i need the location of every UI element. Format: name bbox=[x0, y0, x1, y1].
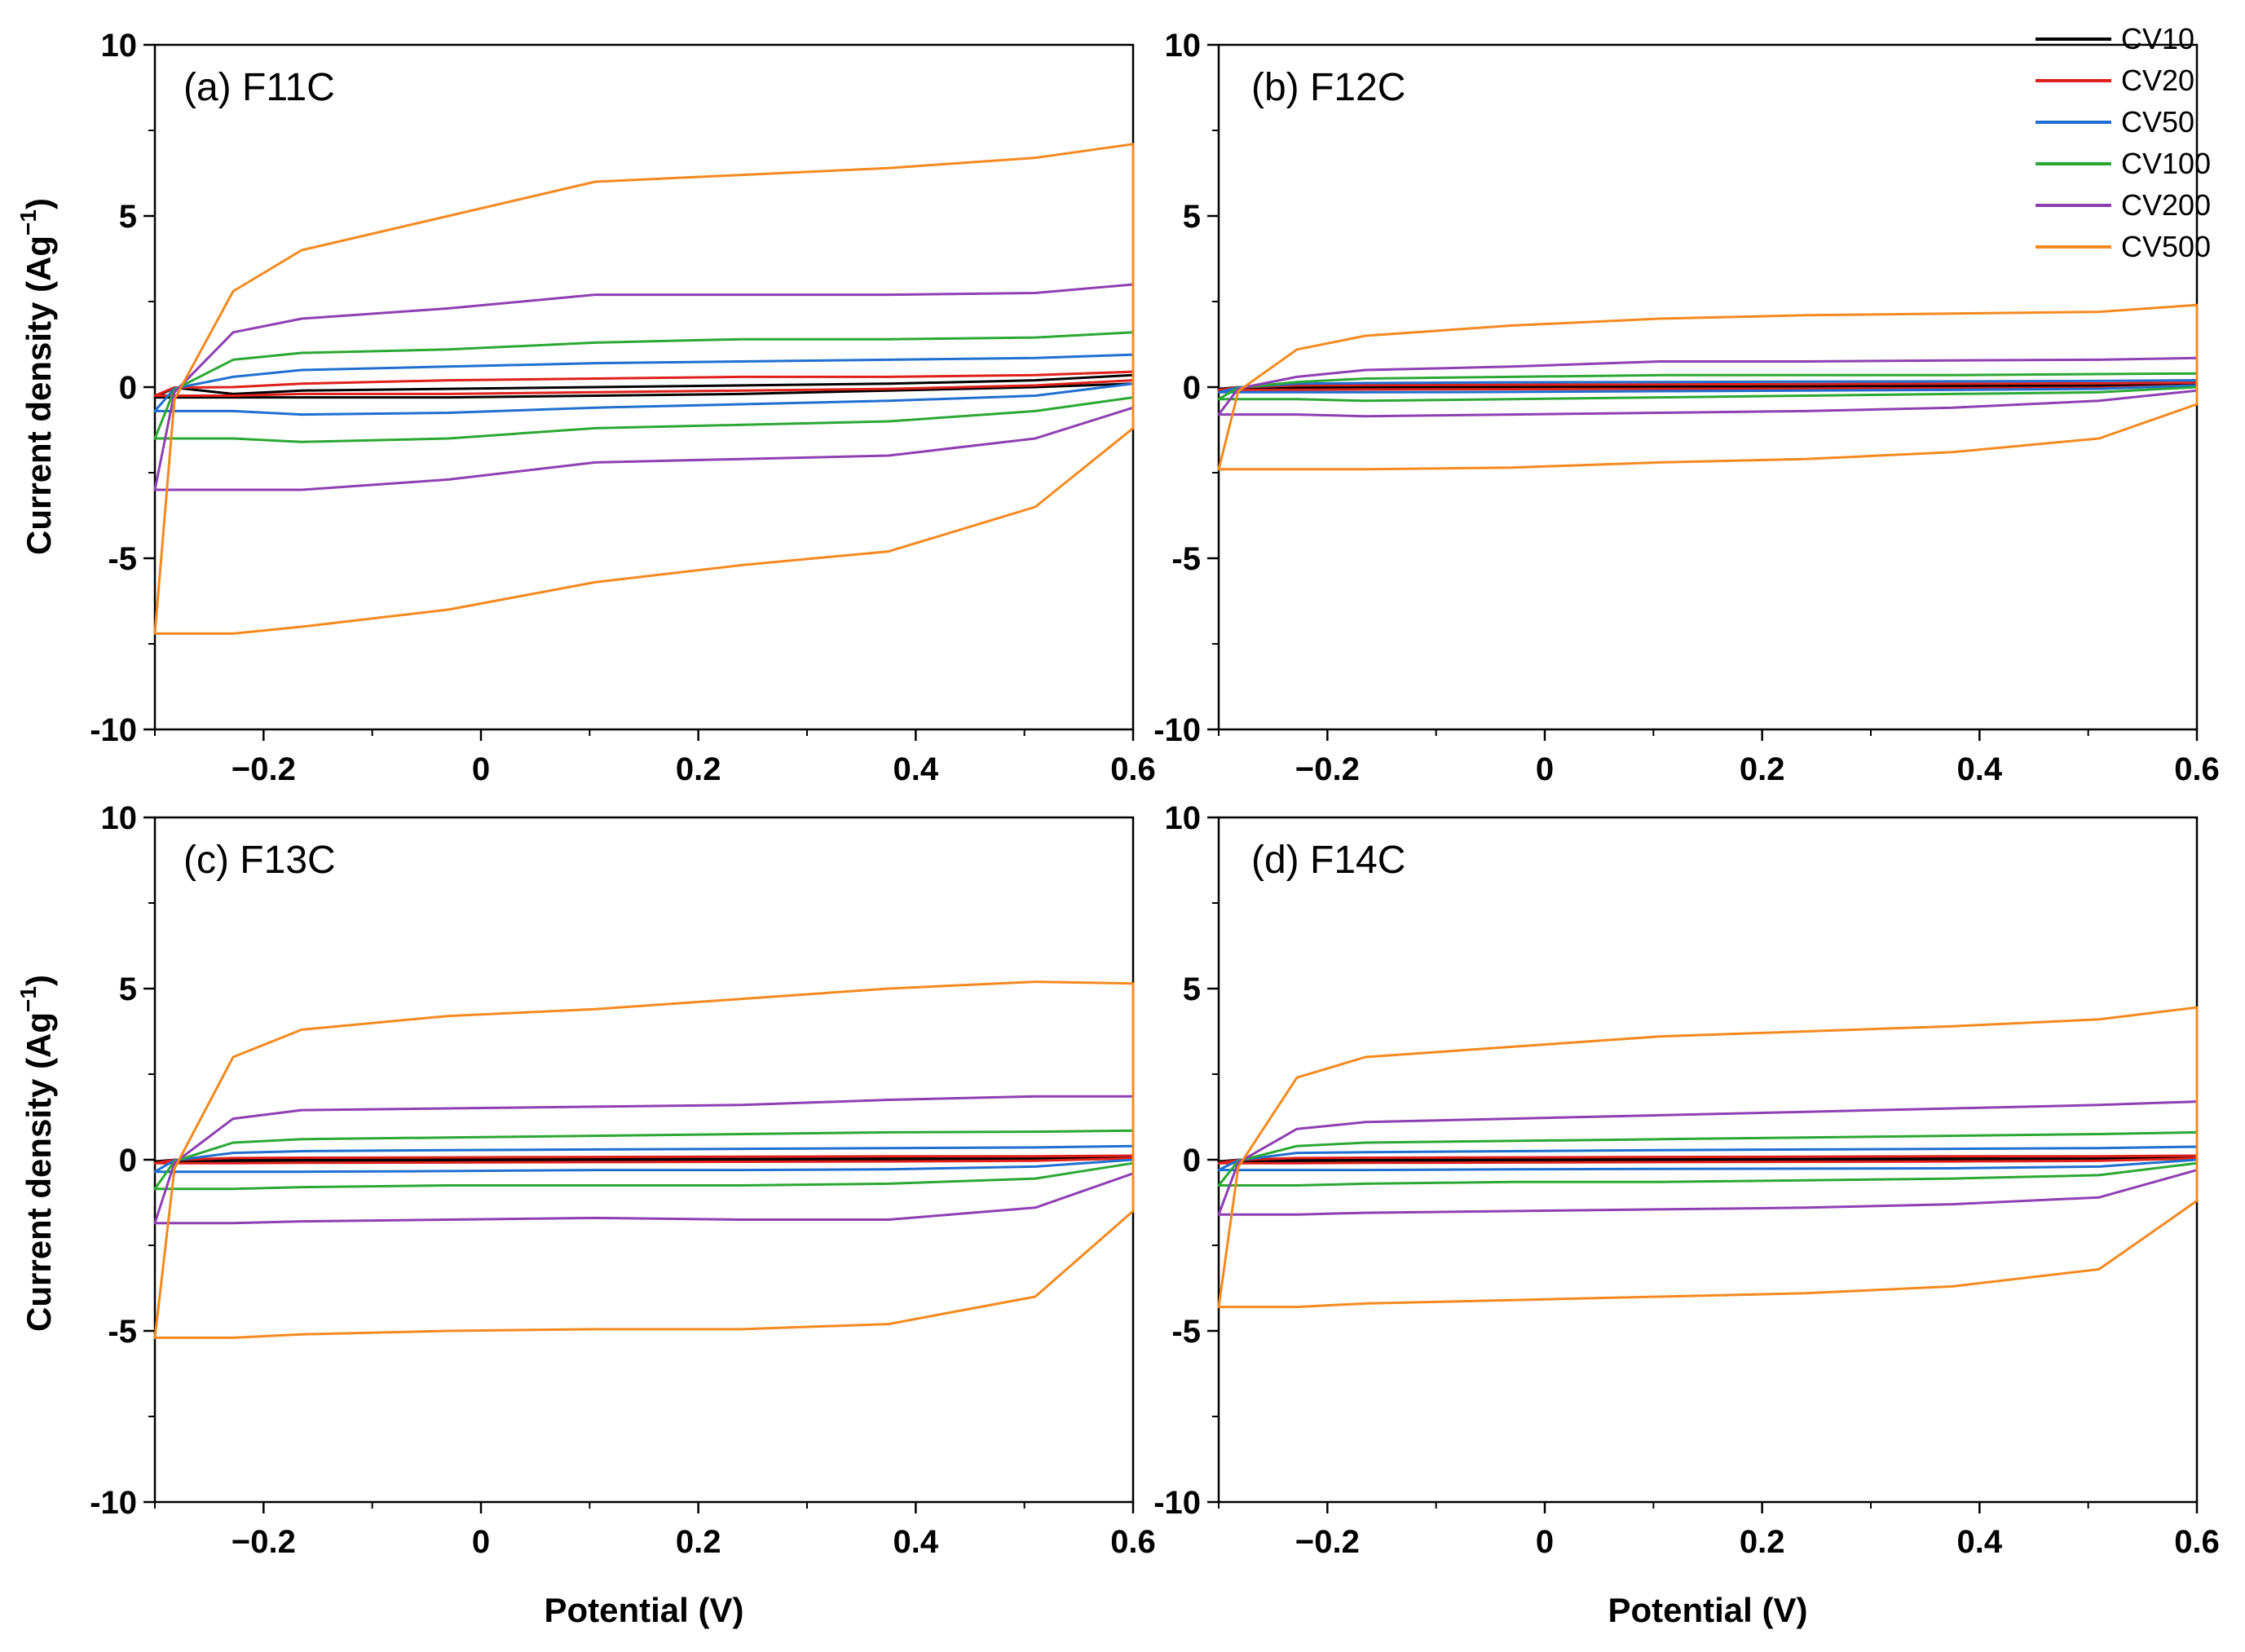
y-tick-label: 0 bbox=[1183, 370, 1201, 406]
chart-panel-2: 10 5 0 -5 -10 −0.2 0 0.2 0.4 0.6 (b) F12C bbox=[1153, 28, 2220, 787]
chart-panel-1: 10 5 0 -5 -10 −0.2 0 0.2 0.4 0.6 (a) F11C bbox=[90, 28, 1156, 787]
x-tick-label: 0 bbox=[1536, 1524, 1554, 1560]
chart-panel-4: 10 5 0 -5 -10 −0.2 0 0.2 0.4 0.6 (d) F14C bbox=[1153, 800, 2220, 1560]
legend-label-cv500: CV500 bbox=[2121, 230, 2211, 263]
legend: CV10 CV20 CV50 CV100 CV200 CV500 bbox=[2035, 22, 2211, 263]
y-axis-title-bottom: Current density (Ag−1) bbox=[15, 975, 58, 1332]
x-tick-label: 0.2 bbox=[1740, 751, 1785, 787]
panel-label: (c) F13C bbox=[183, 839, 336, 882]
x-tick-label: 0.2 bbox=[1740, 1524, 1785, 1560]
x-tick-label: 0 bbox=[472, 751, 490, 787]
y-tick-label: 0 bbox=[119, 370, 137, 406]
y-tick-label: 0 bbox=[119, 1143, 137, 1178]
series-cv500 bbox=[1217, 303, 2199, 471]
y-tick-label: -5 bbox=[108, 1314, 137, 1350]
y-tick-label: -10 bbox=[90, 1485, 137, 1521]
x-tick-label: 0.4 bbox=[893, 1524, 939, 1560]
x-tick-label: 0.6 bbox=[2174, 1524, 2220, 1560]
y-axis-title-top: Current density (Ag−1) bbox=[15, 198, 58, 555]
panel-label: (a) F11C bbox=[183, 66, 335, 109]
legend-label-cv10: CV10 bbox=[2121, 22, 2194, 55]
legend-label-cv200: CV200 bbox=[2121, 188, 2211, 222]
series-cv20 bbox=[153, 370, 1135, 397]
x-tick-label: 0.4 bbox=[1957, 751, 2003, 787]
x-tick-label: −0.2 bbox=[1295, 1524, 1360, 1560]
y-tick-label: 10 bbox=[1165, 28, 1202, 64]
x-tick-label: 0.2 bbox=[676, 1524, 721, 1560]
y-tick-label: -10 bbox=[90, 712, 137, 748]
legend-label-cv20: CV20 bbox=[2121, 64, 2194, 97]
y-tick-label: 5 bbox=[119, 199, 137, 235]
x-axis-title-left: Potential (V) bbox=[544, 1591, 743, 1629]
y-tick-label: -10 bbox=[1153, 712, 1201, 748]
x-tick-label: 0 bbox=[472, 1524, 490, 1560]
x-tick-label: 0.6 bbox=[2174, 751, 2220, 787]
y-tick-label: 10 bbox=[1165, 800, 1202, 836]
x-tick-label: 0.2 bbox=[676, 751, 721, 787]
series-cv500 bbox=[153, 980, 1135, 1339]
x-axis-title-right: Potential (V) bbox=[1608, 1591, 1807, 1629]
series-cv500 bbox=[1217, 1006, 2199, 1309]
y-tick-label: 10 bbox=[101, 800, 138, 836]
x-tick-label: −0.2 bbox=[1295, 751, 1360, 787]
x-tick-label: −0.2 bbox=[232, 1524, 296, 1560]
chart-panel-3: 10 5 0 -5 -10 −0.2 0 0.2 0.4 0.6 (c) F13C bbox=[90, 800, 1156, 1560]
y-tick-label: -10 bbox=[1153, 1485, 1201, 1521]
y-tick-label: 5 bbox=[119, 971, 137, 1007]
y-tick-label: -5 bbox=[1171, 1314, 1201, 1350]
y-tick-label: -5 bbox=[1171, 541, 1201, 577]
legend-items: CV10 CV20 CV50 CV100 CV200 CV500 bbox=[2035, 22, 2211, 263]
x-tick-label: 0.6 bbox=[1110, 1524, 1156, 1560]
y-tick-label: 10 bbox=[101, 28, 138, 64]
panel-label: (b) F12C bbox=[1251, 66, 1405, 109]
y-tick-label: 0 bbox=[1183, 1143, 1201, 1178]
x-tick-label: 0.4 bbox=[893, 751, 939, 787]
y-tick-label: 5 bbox=[1183, 199, 1201, 235]
series-cv500 bbox=[153, 143, 1135, 635]
y-tick-label: 5 bbox=[1183, 971, 1201, 1007]
x-tick-label: 0 bbox=[1536, 751, 1554, 787]
chart-panels: 10 5 0 -5 -10 −0.2 0 0.2 0.4 0.6 (a) F11C 10 5 0 -5 -10… bbox=[90, 28, 2220, 1560]
x-tick-label: 0.6 bbox=[1110, 751, 1156, 787]
panel-label: (d) F14C bbox=[1251, 839, 1405, 882]
x-tick-label: 0.4 bbox=[1957, 1524, 2003, 1560]
legend-label-cv50: CV50 bbox=[2121, 105, 2194, 139]
x-tick-label: −0.2 bbox=[232, 751, 296, 787]
y-tick-label: -5 bbox=[108, 541, 137, 577]
legend-label-cv100: CV100 bbox=[2121, 147, 2211, 180]
